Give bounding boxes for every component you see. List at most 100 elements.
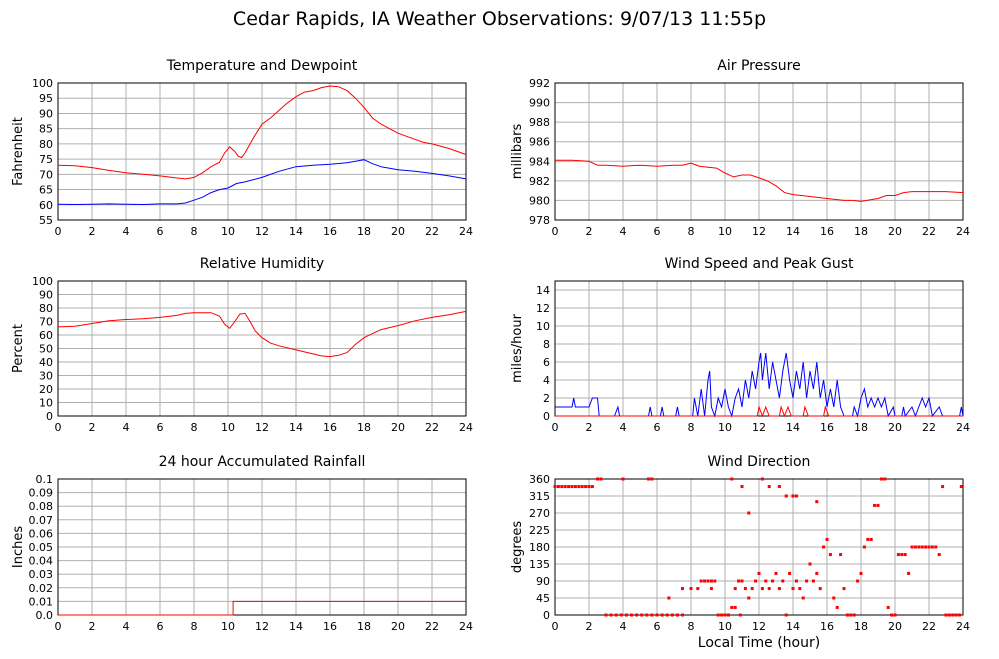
y-tick-label: 12 [536,302,550,315]
data-point [937,553,941,557]
chart-title: Air Pressure [717,58,800,74]
x-tick-label: 20 [888,225,902,238]
y-tick-label: 360 [529,473,550,486]
x-tick-label: 16 [820,225,834,238]
x-tick-label: 0 [552,225,559,238]
data-point [910,545,914,549]
data-point [723,613,727,617]
data-point [560,485,564,489]
x-tick-label: 2 [89,421,96,434]
x-axis-label: Local Time (hour) [697,635,821,651]
data-point [849,613,853,617]
y-tick-label: 45 [536,592,550,605]
data-point [934,545,938,549]
x-tick-label: 2 [586,421,593,434]
series-line-1 [57,159,467,206]
data-point [621,477,625,481]
data-point [556,485,560,489]
y-axis-label: miles/hour [510,313,525,382]
x-tick-label: 10 [221,620,235,633]
data-point [737,579,741,583]
data-point [852,613,856,617]
data-point [784,613,788,617]
data-point [577,485,581,489]
x-tick-label: 22 [425,225,439,238]
data-point [675,613,679,617]
y-tick-label: 0 [543,410,550,423]
y-tick-label: 14 [536,284,550,297]
data-point [941,485,945,489]
x-tick-label: 22 [425,620,439,633]
plot-frame [57,82,467,221]
y-tick-label: 95 [39,92,53,105]
data-point [907,571,911,575]
data-point [738,613,742,617]
y-tick-label: 10 [536,320,550,333]
x-tick-label: 24 [459,421,473,434]
y-tick-label: 0.05 [29,541,54,554]
data-point [730,605,734,609]
y-tick-label: 982 [529,175,550,188]
data-point [951,613,955,617]
data-point [958,613,962,617]
x-tick-label: 10 [718,225,732,238]
data-point [696,587,700,591]
data-point [764,579,768,583]
data-point [896,553,900,557]
data-point [689,587,693,591]
x-tick-label: 20 [888,620,902,633]
data-point [754,579,758,583]
x-tick-label: 24 [956,225,970,238]
data-point [650,477,654,481]
x-tick-label: 18 [357,620,371,633]
x-tick-label: 22 [922,620,936,633]
y-tick-label: 0.04 [29,555,54,568]
data-point [740,485,744,489]
data-point [590,485,594,489]
x-tick-label: 8 [688,620,695,633]
x-tick-label: 18 [854,225,868,238]
data-point [760,477,764,481]
x-tick-label: 14 [289,421,303,434]
plot-frame [554,280,964,417]
data-point [743,587,747,591]
x-tick-label: 20 [391,421,405,434]
y-tick-label: 135 [529,558,550,571]
data-point [794,579,798,583]
y-axis-label: degrees [510,521,525,574]
data-point [944,613,948,617]
data-point [815,571,819,575]
data-point [832,596,836,600]
data-point [845,613,849,617]
y-tick-label: 986 [529,136,550,149]
data-point [835,605,839,609]
y-tick-label: 90 [39,289,53,302]
data-point [587,485,591,489]
y-tick-label: 90 [39,107,53,120]
data-point [771,579,775,583]
plot-frame [554,478,964,616]
x-tick-label: 16 [820,620,834,633]
x-tick-label: 10 [221,225,235,238]
x-tick-label: 2 [586,620,593,633]
y-tick-label: 80 [39,138,53,151]
data-point [596,477,599,481]
y-tick-label: 6 [543,356,550,369]
x-tick-label: 18 [854,620,868,633]
data-point [599,477,603,481]
x-tick-label: 6 [157,620,164,633]
x-tick-label: 14 [786,620,800,633]
x-tick-label: 16 [323,421,337,434]
data-point [930,545,934,549]
data-point [760,587,764,591]
data-point [733,587,737,591]
x-tick-label: 8 [191,620,198,633]
series-line-0 [58,600,466,616]
x-tick-label: 20 [391,620,405,633]
x-tick-label: 20 [888,421,902,434]
data-point [614,613,618,617]
data-point [667,596,671,600]
x-tick-label: 14 [289,620,303,633]
y-tick-label: 100 [32,77,53,90]
